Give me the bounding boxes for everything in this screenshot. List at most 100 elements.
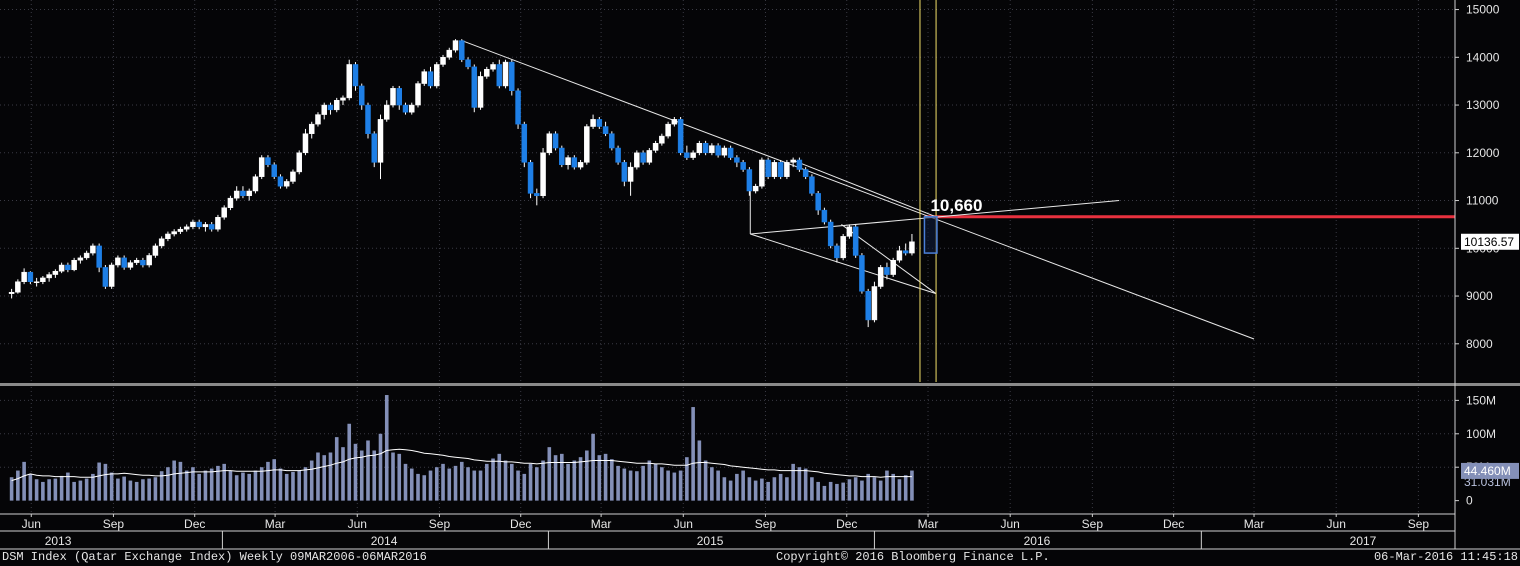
volume-bar — [885, 470, 889, 501]
volume-bar — [28, 473, 33, 501]
volume-bar — [703, 460, 708, 501]
candle-body — [721, 147, 728, 156]
candle-body — [452, 40, 459, 51]
last-price-tag: 10136.57 — [1464, 235, 1514, 249]
volume-bar — [891, 473, 895, 501]
x-month-label: Jun — [1327, 517, 1346, 531]
candle-body — [690, 152, 696, 158]
candle-body — [796, 159, 803, 170]
volume-bar — [209, 468, 214, 501]
candle-body — [333, 100, 340, 111]
volume-bar — [122, 476, 126, 501]
candle-body — [727, 147, 734, 158]
candle-body — [696, 143, 703, 154]
candle-body — [865, 291, 871, 321]
price-y-tick-label: 11000 — [1466, 194, 1499, 208]
candle-body — [571, 157, 578, 168]
x-year-label: 2013 — [45, 534, 72, 548]
volume-bar — [760, 478, 764, 501]
candle-body — [252, 176, 259, 192]
volume-bar — [378, 433, 383, 501]
volume-bar — [328, 452, 333, 501]
volume-bar — [678, 470, 683, 501]
candle-body — [421, 71, 428, 84]
volume-bar — [9, 477, 14, 501]
x-month-label: Sep — [103, 517, 125, 531]
candle-body — [515, 90, 521, 125]
candle-body — [509, 61, 515, 91]
candle-body — [615, 147, 621, 163]
volume-bar — [403, 463, 408, 501]
x-month-label: Mar — [591, 517, 612, 531]
volume-bar — [259, 467, 264, 501]
volume-bar — [466, 467, 470, 501]
volume-bar — [628, 470, 633, 501]
candle-body — [96, 245, 102, 268]
x-month-label: Jun — [1001, 517, 1020, 531]
last-volume-tag-bg — [1461, 462, 1519, 479]
volume-bar — [585, 450, 589, 501]
candle-body — [565, 157, 571, 165]
x-month-label: Mar — [918, 517, 939, 531]
candle-body — [277, 176, 284, 187]
volume-bar — [116, 478, 120, 501]
volume-bar — [522, 473, 527, 501]
candle-body — [71, 259, 77, 271]
candle-body — [290, 171, 296, 182]
candle-body — [559, 147, 565, 165]
candle-body — [471, 66, 478, 108]
candle-body — [584, 126, 590, 163]
volume-bar — [191, 467, 195, 501]
volume-bar — [666, 470, 670, 501]
candle-body — [258, 157, 265, 177]
volume-bar — [347, 423, 352, 501]
price-y-tick-label: 9000 — [1466, 289, 1493, 303]
candle-body — [215, 217, 221, 230]
candle-body — [602, 126, 609, 134]
x-year-label: 2016 — [1024, 534, 1051, 548]
panel-divider — [0, 383, 1520, 386]
volume-bar — [484, 463, 489, 501]
volume-bar — [41, 481, 45, 501]
volume-bar — [334, 437, 339, 501]
x-month-label: Dec — [836, 517, 857, 531]
candle-body — [859, 255, 865, 292]
x-month-label: Mar — [265, 517, 286, 531]
volume-bar — [797, 467, 802, 501]
candle-body — [196, 221, 202, 228]
candle-body — [740, 162, 746, 170]
volume-bar — [566, 463, 570, 501]
volume-bar — [453, 465, 458, 501]
volume-bar — [766, 481, 770, 501]
candle-body — [102, 267, 109, 287]
volume-bar — [284, 473, 289, 501]
volume-bar — [697, 440, 702, 501]
volume-bar — [153, 477, 158, 501]
volume-bar — [316, 452, 320, 501]
volume-ma-line — [11, 448, 912, 482]
volume-bar — [503, 460, 508, 501]
volume-bar — [822, 485, 827, 501]
volume-bar — [541, 460, 545, 501]
x-month-label: Sep — [1408, 517, 1430, 531]
volume-bar — [291, 471, 295, 501]
candle-body — [90, 245, 96, 254]
candle-body — [358, 85, 365, 106]
candle-body — [190, 221, 196, 228]
volume-bar — [341, 447, 345, 501]
candle-body — [477, 76, 484, 108]
candle-body — [121, 257, 127, 268]
volume-bar — [710, 467, 714, 501]
trendline — [792, 159, 937, 218]
candle-body — [65, 264, 71, 271]
trendline — [461, 40, 1255, 340]
price-y-tick-label: 8000 — [1466, 337, 1493, 351]
candle-body — [671, 119, 678, 125]
candle-body — [496, 64, 503, 87]
volume-y-tick-label: 100M — [1466, 427, 1496, 441]
volume-bar — [810, 477, 814, 501]
candle-body — [909, 241, 915, 254]
candle-body — [890, 259, 896, 275]
volume-bar — [497, 453, 502, 501]
